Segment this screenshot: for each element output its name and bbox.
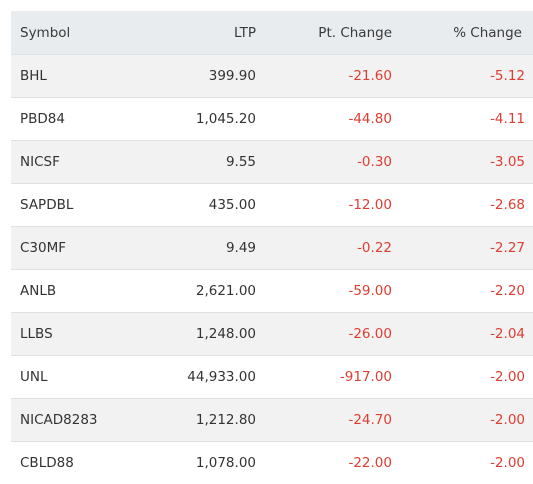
table-row[interactable]: PBD84 1,045.20 -44.80 -4.11 <box>11 98 533 141</box>
cell-pct-change: -4.11 <box>392 98 533 141</box>
cell-symbol[interactable]: UNL <box>11 356 130 399</box>
cell-symbol[interactable]: NICSF <box>11 141 130 184</box>
cell-ltp: 2,621.00 <box>130 270 256 313</box>
table-row[interactable]: C30MF 9.49 -0.22 -2.27 <box>11 227 533 270</box>
cell-pct-change: -2.00 <box>392 442 533 484</box>
cell-pt-change: -44.80 <box>256 98 392 141</box>
cell-symbol[interactable]: SAPDBL <box>11 184 130 227</box>
cell-pt-change: -22.00 <box>256 442 392 484</box>
table-row[interactable]: ANLB 2,621.00 -59.00 -2.20 <box>11 270 533 313</box>
top-losers-table: Symbol LTP Pt. Change % Change BHL 399.9… <box>11 11 533 484</box>
cell-ltp: 1,248.00 <box>130 313 256 356</box>
cell-pt-change: -917.00 <box>256 356 392 399</box>
header-ltp[interactable]: LTP <box>130 11 256 55</box>
header-pt-change[interactable]: Pt. Change <box>256 11 392 55</box>
cell-symbol[interactable]: CBLD88 <box>11 442 130 484</box>
table-row[interactable]: NICSF 9.55 -0.30 -3.05 <box>11 141 533 184</box>
cell-pt-change: -24.70 <box>256 399 392 442</box>
header-symbol[interactable]: Symbol <box>11 11 130 55</box>
top-losers-table-container: Symbol LTP Pt. Change % Change BHL 399.9… <box>11 11 522 484</box>
cell-ltp: 1,045.20 <box>130 98 256 141</box>
cell-symbol[interactable]: BHL <box>11 55 130 98</box>
cell-pt-change: -0.22 <box>256 227 392 270</box>
cell-ltp: 1,078.00 <box>130 442 256 484</box>
cell-pt-change: -21.60 <box>256 55 392 98</box>
cell-pct-change: -2.27 <box>392 227 533 270</box>
table-header: Symbol LTP Pt. Change % Change <box>11 11 533 55</box>
cell-pt-change: -0.30 <box>256 141 392 184</box>
cell-ltp: 1,212.80 <box>130 399 256 442</box>
cell-ltp: 399.90 <box>130 55 256 98</box>
cell-ltp: 9.49 <box>130 227 256 270</box>
table-row[interactable]: SAPDBL 435.00 -12.00 -2.68 <box>11 184 533 227</box>
cell-pct-change: -3.05 <box>392 141 533 184</box>
cell-pct-change: -5.12 <box>392 55 533 98</box>
header-pct-change[interactable]: % Change <box>392 11 533 55</box>
table-row[interactable]: UNL 44,933.00 -917.00 -2.00 <box>11 356 533 399</box>
cell-ltp: 44,933.00 <box>130 356 256 399</box>
cell-symbol[interactable]: NICAD8283 <box>11 399 130 442</box>
cell-symbol[interactable]: LLBS <box>11 313 130 356</box>
table-row[interactable]: LLBS 1,248.00 -26.00 -2.04 <box>11 313 533 356</box>
cell-symbol[interactable]: ANLB <box>11 270 130 313</box>
cell-pct-change: -2.68 <box>392 184 533 227</box>
table-row[interactable]: NICAD8283 1,212.80 -24.70 -2.00 <box>11 399 533 442</box>
table-row[interactable]: CBLD88 1,078.00 -22.00 -2.00 <box>11 442 533 484</box>
cell-pt-change: -12.00 <box>256 184 392 227</box>
table-row[interactable]: BHL 399.90 -21.60 -5.12 <box>11 55 533 98</box>
cell-symbol[interactable]: C30MF <box>11 227 130 270</box>
cell-symbol[interactable]: PBD84 <box>11 98 130 141</box>
cell-pct-change: -2.20 <box>392 270 533 313</box>
cell-pct-change: -2.00 <box>392 356 533 399</box>
cell-pt-change: -26.00 <box>256 313 392 356</box>
cell-pt-change: -59.00 <box>256 270 392 313</box>
cell-pct-change: -2.04 <box>392 313 533 356</box>
cell-pct-change: -2.00 <box>392 399 533 442</box>
cell-ltp: 9.55 <box>130 141 256 184</box>
table-body: BHL 399.90 -21.60 -5.12 PBD84 1,045.20 -… <box>11 55 533 484</box>
table-header-row: Symbol LTP Pt. Change % Change <box>11 11 533 55</box>
cell-ltp: 435.00 <box>130 184 256 227</box>
